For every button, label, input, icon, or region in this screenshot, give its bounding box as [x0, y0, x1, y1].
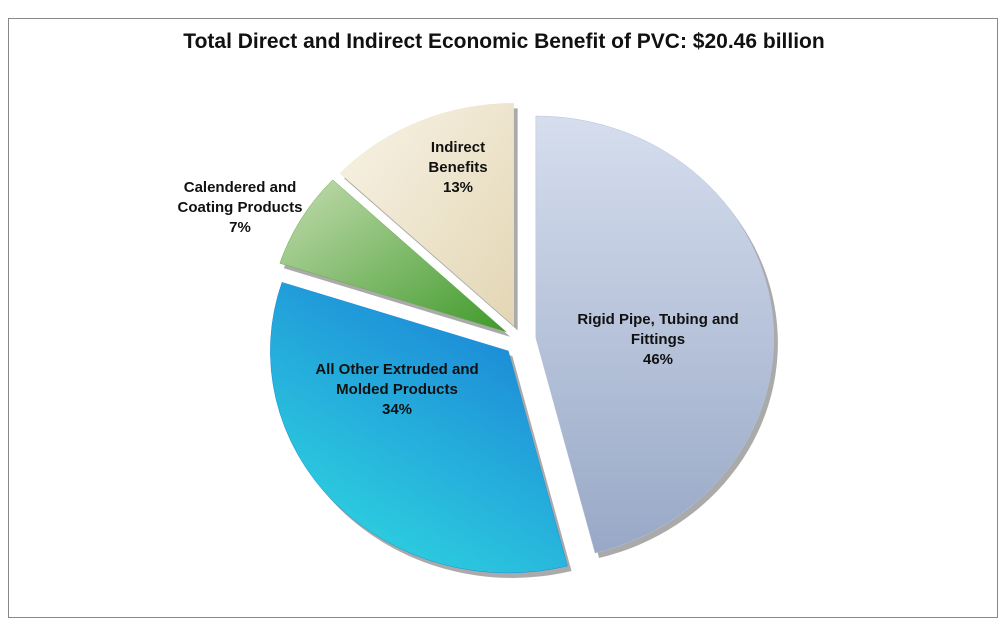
- category-label: All Other Extruded and Molded Products: [315, 361, 479, 398]
- value-label: 46%: [642, 351, 674, 368]
- slice-label: Indirect Benefits 13%: [403, 138, 513, 198]
- slice-label: All Other Extruded and Molded Products 34…: [297, 360, 497, 420]
- category-label: Calendered and Coating Products: [177, 179, 303, 216]
- pie-slice: [279, 179, 507, 333]
- category-label: Rigid Pipe, Tubing and Fittings: [577, 311, 739, 348]
- value-label: 34%: [381, 401, 413, 418]
- pie-slice: [270, 282, 568, 574]
- slice-label: Rigid Pipe, Tubing and Fittings 46%: [558, 310, 758, 370]
- value-label: 13%: [442, 179, 474, 196]
- pie-slice: [535, 115, 775, 554]
- chart-title: Total Direct and Indirect Economic Benef…: [183, 30, 825, 53]
- value-label: 7%: [229, 219, 251, 236]
- pie-slice: [339, 103, 514, 326]
- slice-label: Calendered and Coating Products 7%: [155, 178, 325, 238]
- category-label: Indirect Benefits: [428, 139, 488, 176]
